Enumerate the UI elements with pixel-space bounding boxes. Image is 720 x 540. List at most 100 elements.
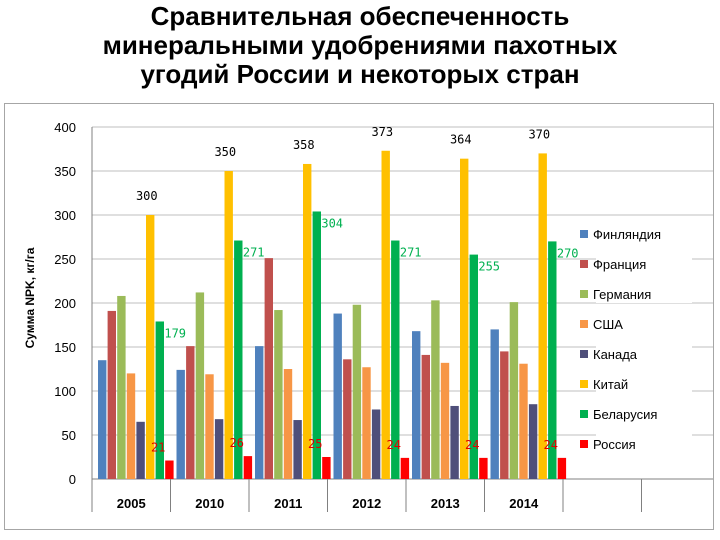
bar: [538, 153, 547, 479]
data-label: 373: [371, 125, 393, 139]
legend-swatch: [580, 290, 588, 298]
legend-text-bg: [596, 344, 692, 363]
bar: [186, 346, 195, 479]
legend-text-bg: [596, 224, 692, 243]
data-label: 24: [386, 438, 400, 452]
legend-label: Беларусия: [593, 407, 657, 422]
bar: [234, 240, 243, 479]
legend-text-bg: [596, 374, 692, 393]
legend-swatch: [580, 320, 588, 328]
bar: [490, 329, 499, 479]
data-label: 24: [465, 438, 479, 452]
y-tick-label: 250: [54, 252, 76, 267]
legend-swatch: [580, 350, 588, 358]
y-tick-label: 400: [54, 120, 76, 135]
bar: [371, 409, 381, 479]
bar: [381, 150, 390, 479]
bar: [528, 404, 538, 479]
bar: [548, 241, 557, 479]
legend-text-bg: [596, 284, 692, 303]
y-tick-label: 300: [54, 208, 76, 223]
bar: [322, 457, 331, 479]
legend-text-bg: [596, 314, 692, 333]
data-label: 179: [164, 326, 186, 340]
bar: [107, 310, 116, 479]
legend-label: Россия: [593, 437, 636, 452]
legend-swatch: [580, 260, 588, 268]
x-category-label: 2013: [431, 496, 460, 511]
bar: [352, 304, 362, 479]
bar: [450, 405, 459, 479]
bar: [98, 360, 107, 479]
bar: [479, 457, 488, 479]
y-tick-label: 0: [69, 472, 76, 487]
legend-label: Китай: [593, 377, 628, 392]
page-title: Сравнительная обеспеченность минеральным…: [102, 1, 618, 89]
bar: [343, 359, 352, 479]
bar: [400, 457, 410, 479]
x-category-label: 2012: [352, 496, 381, 511]
bar: [117, 295, 126, 479]
x-category-label: 2005: [117, 496, 146, 511]
legend-label: Финляндия: [593, 227, 661, 242]
bar: [136, 421, 145, 479]
y-tick-label: 350: [54, 164, 76, 179]
legend-text-bg: [596, 434, 692, 453]
data-label: 364: [450, 133, 472, 147]
legend-swatch: [580, 410, 588, 418]
y-tick-label: 100: [54, 384, 76, 399]
bar: [283, 369, 293, 479]
bar: [469, 254, 478, 479]
legend-text-bg: [596, 254, 692, 273]
bar: [205, 374, 214, 479]
x-category-label: 2010: [195, 496, 224, 511]
bar: [312, 211, 321, 479]
bar: [303, 163, 312, 479]
data-label: 271: [243, 246, 265, 260]
bar: [440, 362, 450, 479]
data-label: 350: [214, 145, 236, 159]
bar: [146, 215, 155, 479]
bar: [293, 420, 302, 479]
bar: [195, 292, 205, 479]
bar: [412, 331, 421, 479]
x-category-label: 2011: [274, 496, 302, 511]
data-label: 358: [293, 138, 315, 152]
bar: [557, 457, 567, 479]
bar: [519, 363, 528, 479]
bar: [243, 456, 253, 479]
legend-swatch: [580, 380, 588, 388]
y-axis-title: Сумма NPK, кг/га: [23, 247, 37, 348]
bar: [421, 354, 430, 479]
data-label: 270: [557, 246, 579, 260]
data-label: 255: [478, 260, 500, 274]
data-label: 21: [151, 441, 165, 455]
legend-label: США: [593, 317, 623, 332]
bar: [431, 300, 440, 479]
x-category-label: 2014: [509, 496, 539, 511]
chart-svg: 0 50 100 150 200 250 300 350 400 Сумма NPK, кг/га…: [23, 120, 713, 512]
y-tick-label: 200: [54, 296, 76, 311]
legend-label: Франция: [593, 257, 646, 272]
data-label: 370: [528, 127, 550, 141]
bar: [224, 171, 233, 479]
data-label: 304: [321, 216, 343, 230]
y-tick-label: 50: [62, 428, 76, 443]
y-tick-label: 150: [54, 340, 76, 355]
bar: [165, 460, 174, 479]
data-label: 26: [229, 436, 243, 450]
data-label: 271: [400, 246, 422, 260]
bar: [255, 346, 264, 479]
legend-text-bg: [596, 404, 692, 423]
bar: [155, 321, 164, 479]
data-label: 300: [136, 189, 158, 203]
legend-swatch: [580, 440, 588, 448]
bar: [126, 373, 136, 479]
chart-frame: 0 50 100 150 200 250 300 350 400 Сумма NPK, кг/га…: [4, 103, 714, 530]
legend-label: Канада: [593, 347, 638, 362]
bar: [460, 158, 469, 479]
legend-swatch: [580, 230, 588, 238]
data-label: 25: [308, 437, 322, 451]
bar: [333, 313, 342, 479]
bar: [500, 351, 509, 479]
